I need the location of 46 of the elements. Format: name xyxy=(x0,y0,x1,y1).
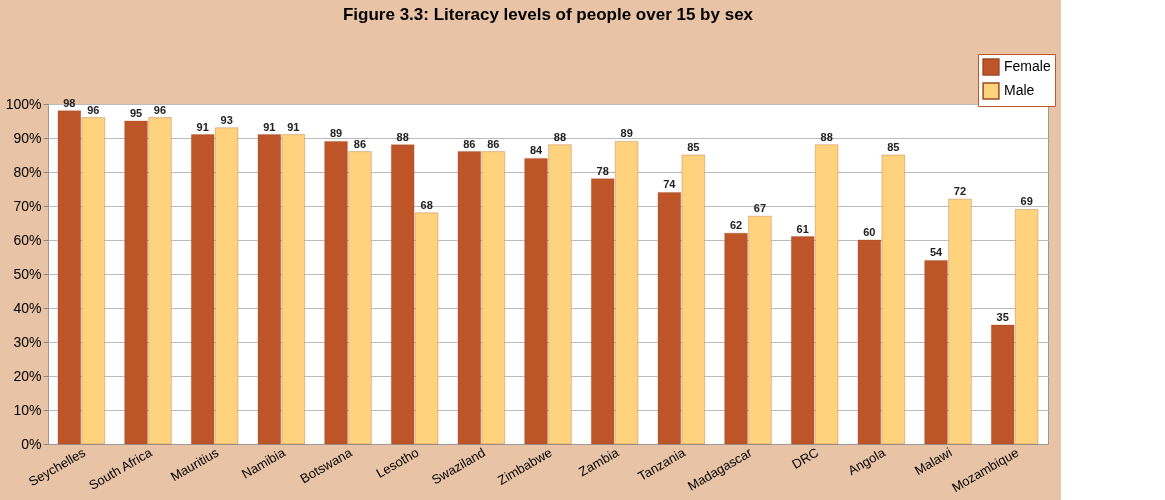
legend-label: Female xyxy=(1004,58,1051,74)
y-tick-label: 90% xyxy=(13,129,42,146)
data-label: 35 xyxy=(996,311,1009,323)
data-label: 93 xyxy=(220,113,233,126)
data-label: 95 xyxy=(129,107,143,119)
data-label: 62 xyxy=(729,219,743,232)
data-label: 96 xyxy=(153,103,167,116)
data-label: 67 xyxy=(753,202,767,215)
data-label: 89 xyxy=(329,127,343,140)
y-tick-label: 30% xyxy=(13,333,42,350)
data-label: 69 xyxy=(1020,195,1033,208)
y-tick-label: 10% xyxy=(13,401,42,418)
data-label: 88 xyxy=(396,130,409,143)
data-label: 91 xyxy=(263,120,276,133)
legend-label: Male xyxy=(1004,82,1035,98)
data-label: 91 xyxy=(287,120,300,133)
data-label: 72 xyxy=(953,185,967,198)
data-label: 88 xyxy=(820,130,833,143)
data-label: 86 xyxy=(487,137,500,150)
data-label: 91 xyxy=(196,120,209,133)
y-tick-label: 80% xyxy=(13,163,42,180)
x-tick-label: DRC xyxy=(789,444,822,472)
data-label: 89 xyxy=(620,127,633,140)
y-tick-label: 50% xyxy=(13,265,42,282)
data-label: 86 xyxy=(353,137,367,150)
y-tick-label: 20% xyxy=(13,367,42,384)
y-tick-label: 70% xyxy=(13,197,42,214)
data-label: 68 xyxy=(420,198,433,211)
y-tick-label: 100% xyxy=(5,95,42,112)
y-tick-label: 0% xyxy=(21,435,42,452)
x-tick-label: South Africa xyxy=(86,444,156,493)
data-label: 61 xyxy=(796,222,809,235)
data-label: 60 xyxy=(863,226,876,238)
data-label: 74 xyxy=(663,178,677,191)
data-label: 54 xyxy=(929,246,944,259)
data-label: 88 xyxy=(553,130,567,143)
y-tick-label: 60% xyxy=(13,231,42,248)
data-label: 85 xyxy=(687,141,700,153)
data-label: 85 xyxy=(887,141,900,153)
data-label: 96 xyxy=(87,103,100,116)
data-label: 78 xyxy=(596,164,609,177)
data-label: 86 xyxy=(463,137,476,150)
data-label: 84 xyxy=(529,144,544,157)
data-label: 98 xyxy=(63,96,76,109)
chart-title: Figure 3.3: Literacy levels of people over 15 by sex xyxy=(342,4,754,24)
y-tick-label: 40% xyxy=(13,299,42,316)
